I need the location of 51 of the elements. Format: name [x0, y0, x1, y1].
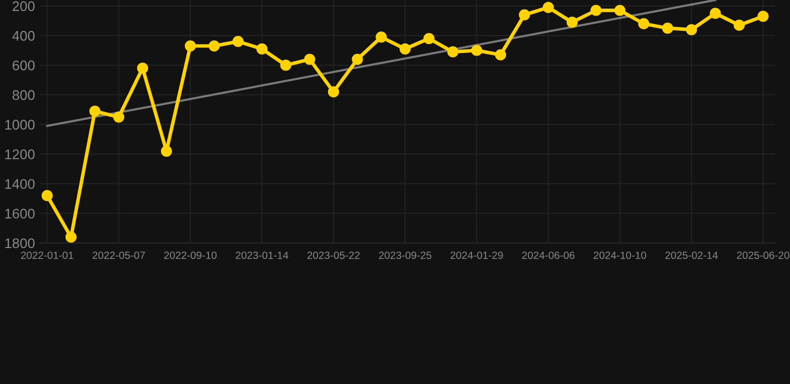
y-tick-label: 1800 [5, 238, 35, 248]
y-tick-label: 1400 [5, 179, 35, 189]
point [232, 36, 244, 48]
y-tick-label: 1200 [5, 149, 35, 160]
point [638, 18, 650, 30]
x-tick-label: 2023-01-14 [236, 252, 288, 259]
y-tick-label: 1000 [5, 120, 35, 130]
point [65, 232, 77, 243]
point [447, 46, 458, 58]
point [686, 24, 698, 36]
point [566, 16, 578, 28]
point [376, 31, 387, 43]
point [256, 43, 268, 54]
point [352, 54, 363, 65]
y-tick-label: 600 [12, 60, 35, 70]
x-tick-label: 2022-01-01 [21, 252, 74, 259]
point [542, 2, 554, 13]
point [328, 86, 340, 98]
x-tick-label: 2024-10-10 [594, 252, 646, 259]
point [184, 40, 196, 52]
x-tick-label: 2025-06-20 [736, 252, 790, 259]
point [304, 54, 316, 65]
point [590, 4, 602, 16]
x-tick-label: 2022-09-10 [164, 252, 217, 259]
point [89, 106, 100, 117]
y-tick-label: 200 [12, 1, 35, 12]
x-tick-label: 2022-05-07 [92, 252, 145, 259]
y-tick-label: 400 [12, 30, 35, 41]
point [734, 20, 745, 31]
point [208, 40, 220, 52]
y-tick-label: 800 [12, 90, 35, 100]
x-tick-label: 2025-02-14 [665, 252, 718, 259]
x-tick-label: 2023-09-25 [379, 252, 432, 259]
point [137, 62, 148, 74]
x-tick-label: 2023-05-22 [307, 252, 360, 259]
point [495, 49, 506, 60]
point [662, 22, 674, 34]
point [400, 43, 411, 54]
point [423, 32, 435, 44]
x-tick-label: 2024-01-29 [450, 252, 503, 259]
x-tick-label: 2024-06-06 [522, 252, 574, 259]
point [614, 4, 626, 16]
point [42, 190, 53, 202]
point [280, 60, 292, 71]
point [518, 9, 530, 20]
point [471, 44, 482, 56]
point [710, 8, 721, 19]
y-tick-label: 1600 [5, 208, 35, 219]
point [113, 112, 124, 123]
point [758, 10, 769, 22]
point [160, 146, 172, 157]
